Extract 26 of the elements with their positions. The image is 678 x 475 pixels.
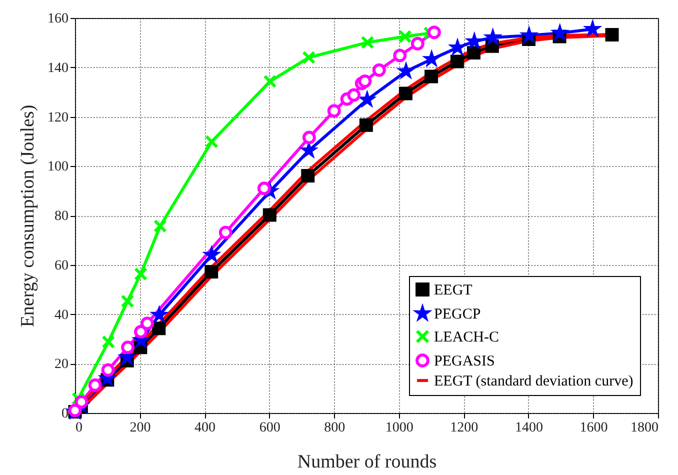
x-tick-label: 400 [194, 420, 216, 436]
y-tick-label: 160 [48, 12, 68, 26]
x-tick-label: 600 [259, 420, 280, 436]
y-tick-label: 40 [54, 308, 68, 323]
x-tick-label: 0 [76, 420, 82, 436]
x-axis-title: Number of rounds [297, 452, 437, 472]
x-tick-label: 200 [130, 420, 151, 436]
x-tick-label: 1400 [514, 420, 543, 436]
x-tick-label: 1600 [580, 420, 608, 436]
x-tick-label: 1000 [385, 420, 414, 436]
y-axis-title: Energy consumption (Joules) [18, 104, 38, 328]
y-tick-label: 140 [48, 60, 68, 76]
legend-label: LEACH-C [434, 330, 499, 346]
y-tick-label: 100 [48, 160, 68, 175]
x-tick-label: 800 [324, 420, 346, 436]
y-tick-label: 0 [62, 406, 68, 422]
legend-label: EEGT [434, 282, 472, 298]
y-tick-label: 60 [54, 258, 68, 274]
y-tick-label: 80 [54, 209, 68, 224]
y-tick-label: 20 [54, 357, 68, 372]
legend-label: PEGASIS [434, 354, 495, 370]
legend-label: PEGCP [434, 306, 481, 322]
legend-label: EEGT (standard deviation curve) [434, 374, 634, 390]
x-tick-label: 1800 [630, 420, 658, 436]
y-tick-label: 120 [48, 110, 68, 126]
x-tick-label: 1200 [450, 420, 478, 436]
